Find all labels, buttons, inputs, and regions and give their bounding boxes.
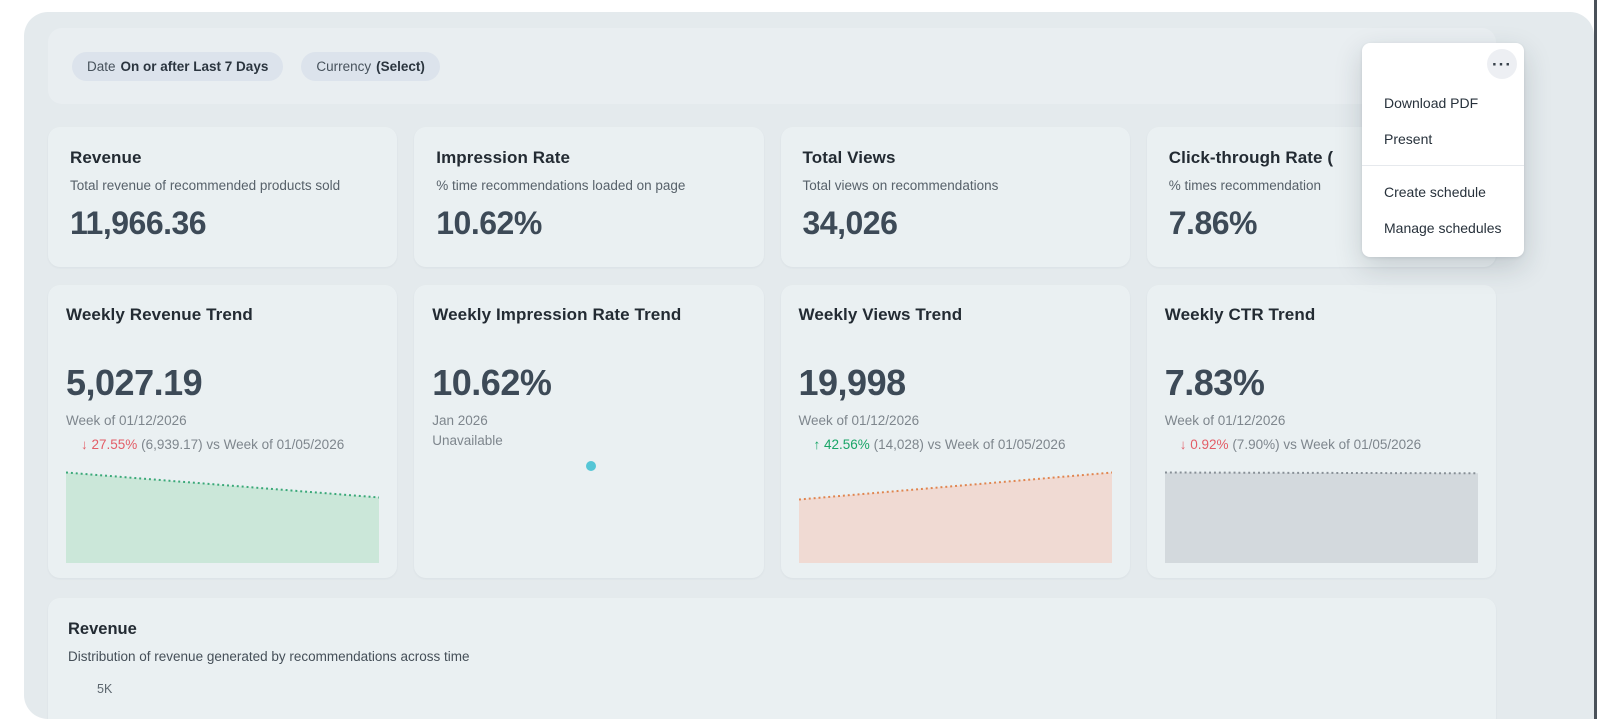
- kpi-value: 34,026: [802, 205, 898, 241]
- kpi-value: 11,966.36: [70, 205, 207, 241]
- kpi-subtitle: Total revenue of recommended products so…: [70, 178, 341, 193]
- trend-title: Weekly Impression Rate Trend: [432, 305, 682, 324]
- trend-card-weekly-ctr: Weekly CTR Trend 7.83% Week of 01/12/202…: [1146, 285, 1496, 578]
- trend-change: ↑ 42.56% (14,028) vs Week of 01/05/2026: [799, 437, 1112, 452]
- trend-value: 7.83%: [1164, 362, 1265, 403]
- change-percent: 27.55%: [91, 437, 138, 452]
- dashboard-viewport: Date On or after Last 7 Days Currency (S…: [24, 12, 1594, 719]
- menu-separator: [1362, 165, 1524, 166]
- date-filter-value: On or after Last 7 Days: [120, 58, 269, 74]
- change-detail: (6,939.17) vs Week of 01/05/2026: [141, 437, 345, 452]
- menu-item-manage-schedules[interactable]: Manage schedules: [1384, 220, 1502, 236]
- single-data-point: [586, 461, 597, 471]
- ellipsis-icon: ···: [1492, 54, 1512, 74]
- trend-period: Jan 2026: [432, 413, 488, 428]
- trend-change: ↓ 0.92% (7.90%) vs Week of 01/05/2026: [1165, 437, 1478, 452]
- menu-item-present[interactable]: Present: [1384, 131, 1433, 147]
- date-filter-chip[interactable]: Date On or after Last 7 Days: [72, 51, 284, 81]
- trend-card-weekly-impression-rate: Weekly Impression Rate Trend 10.62% Jan …: [414, 285, 764, 578]
- date-filter-label: Date: [87, 58, 116, 74]
- kpi-title: Revenue: [70, 148, 142, 167]
- kpi-card-total-views: Total Views Total views on recommendatio…: [780, 127, 1130, 267]
- trend-title: Weekly Revenue Trend: [66, 305, 253, 324]
- trend-card-weekly-views: Weekly Views Trend 19,998 Week of 01/12/…: [780, 285, 1130, 578]
- y-axis-tick: 5K: [97, 682, 113, 696]
- kpi-subtitle: Total views on recommendations: [802, 178, 999, 193]
- bottom-chart-subtitle: Distribution of revenue generated by rec…: [68, 649, 470, 664]
- change-percent: 42.56%: [824, 437, 870, 452]
- trend-period: Week of 01/12/2026: [798, 413, 920, 428]
- change-detail: Unavailable: [432, 433, 503, 448]
- kpi-subtitle: % times recommendation: [1168, 178, 1322, 193]
- kpi-title: Impression Rate: [436, 148, 571, 167]
- trend-row: Weekly Revenue Trend 5,027.19 Week of 01…: [48, 285, 1496, 578]
- more-options-menu: ··· Download PDF Present Create schedule…: [1362, 43, 1524, 257]
- trend-value: 5,027.19: [66, 362, 203, 403]
- trend-change: ↓ 27.55% (6,939.17) vs Week of 01/05/202…: [66, 437, 379, 452]
- change-percent: 0.92%: [1190, 437, 1229, 452]
- trend-change: Unavailable: [432, 433, 745, 448]
- arrow-down-icon: ↓: [81, 437, 88, 452]
- menu-item-download-pdf[interactable]: Download PDF: [1384, 95, 1479, 111]
- trend-title: Weekly Views Trend: [798, 305, 963, 324]
- kpi-card-revenue: Revenue Total revenue of recommended pro…: [48, 127, 398, 267]
- revenue-sparkline: [66, 468, 380, 563]
- arrow-down-icon: ↓: [1179, 437, 1187, 452]
- kpi-subtitle: % time recommendations loaded on page: [436, 178, 686, 193]
- currency-filter-value: (Select): [376, 58, 425, 74]
- ctr-sparkline: [1164, 468, 1478, 563]
- kpi-title: Total Views: [802, 148, 896, 167]
- trend-period: Week of 01/12/2026: [66, 413, 187, 428]
- trend-value: 19,998: [798, 362, 907, 403]
- revenue-distribution-card: Revenue Distribution of revenue generate…: [48, 598, 1496, 719]
- kpi-title: Click-through Rate (: [1168, 148, 1334, 167]
- views-sparkline: [798, 468, 1112, 563]
- change-detail: (7.90%) vs Week of 01/05/2026: [1232, 437, 1422, 452]
- more-options-button[interactable]: ···: [1487, 49, 1517, 79]
- dashboard-content: Date On or after Last 7 Days Currency (S…: [48, 12, 1496, 719]
- bottom-chart-title: Revenue: [68, 620, 137, 638]
- currency-filter-label: Currency: [316, 58, 372, 74]
- trend-title: Weekly CTR Trend: [1164, 305, 1316, 324]
- trend-value: 10.62%: [432, 362, 552, 403]
- kpi-value: 7.86%: [1168, 205, 1258, 241]
- trend-period: Week of 01/12/2026: [1164, 413, 1286, 428]
- window-right-edge: [1594, 0, 1597, 719]
- arrow-up-icon: ↑: [813, 437, 821, 452]
- currency-filter-chip[interactable]: Currency (Select): [301, 51, 440, 81]
- kpi-row: Revenue Total revenue of recommended pro…: [48, 127, 1496, 267]
- menu-item-create-schedule[interactable]: Create schedule: [1384, 184, 1486, 200]
- change-detail: (14,028) vs Week of 01/05/2026: [873, 437, 1066, 452]
- trend-card-weekly-revenue: Weekly Revenue Trend 5,027.19 Week of 01…: [48, 285, 398, 578]
- kpi-value: 10.62%: [436, 205, 542, 241]
- filter-bar: Date On or after Last 7 Days Currency (S…: [48, 28, 1496, 104]
- kpi-card-impression-rate: Impression Rate % time recommendations l…: [414, 127, 764, 267]
